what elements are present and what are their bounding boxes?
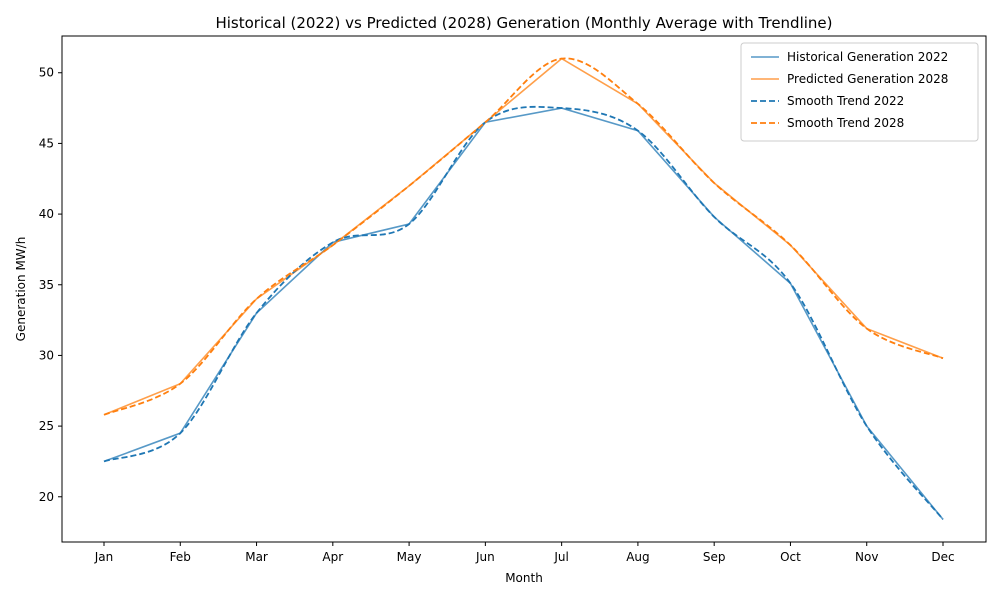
y-tick-label: 25 <box>39 419 54 433</box>
y-axis: 20 25 30 35 40 45 50 <box>39 66 62 504</box>
y-tick-label: 20 <box>39 490 54 504</box>
x-tick-label: Oct <box>780 550 801 564</box>
x-tick-label: Jun <box>475 550 495 564</box>
x-tick-label: Sep <box>703 550 726 564</box>
x-tick-label: Apr <box>322 550 343 564</box>
x-tick-label: Jul <box>553 550 568 564</box>
legend-label: Smooth Trend 2028 <box>787 116 904 130</box>
series-line <box>103 57 944 416</box>
x-tick-label: Dec <box>931 550 954 564</box>
y-axis-label: Generation MW/h <box>14 237 28 342</box>
y-tick-label: 30 <box>39 348 54 362</box>
legend-label: Smooth Trend 2022 <box>787 94 904 108</box>
series-lines <box>103 57 944 520</box>
y-tick-label: 35 <box>39 278 54 292</box>
x-tick-label: Mar <box>245 550 268 564</box>
legend: Historical Generation 2022 Predicted Gene… <box>740 42 979 142</box>
series-line <box>103 105 944 520</box>
x-axis: Jan Feb Mar Apr May Jun Jul Aug Sep Oct Nov Dec <box>94 542 955 564</box>
legend-label: Predicted Generation 2028 <box>787 72 948 86</box>
legend-label: Historical Generation 2022 <box>787 50 948 64</box>
x-tick-label: Jan <box>94 550 114 564</box>
y-tick-label: 40 <box>39 207 54 221</box>
legend-box <box>740 42 979 142</box>
x-tick-label: Feb <box>170 550 191 564</box>
y-tick-label: 45 <box>39 136 54 150</box>
x-tick-label: May <box>397 550 422 564</box>
x-tick-label: Nov <box>855 550 878 564</box>
y-tick-label: 50 <box>39 66 54 80</box>
x-axis-label: Month <box>505 571 543 585</box>
x-tick-label: Aug <box>626 550 649 564</box>
series-line <box>103 107 944 520</box>
plot-frame <box>61 35 987 543</box>
chart-title: Historical (2022) vs Predicted (2028) Ge… <box>215 14 832 32</box>
